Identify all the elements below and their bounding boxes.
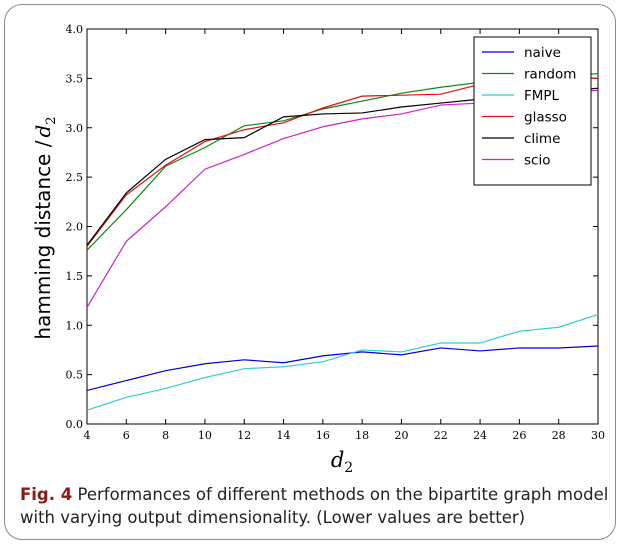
x-tick-label: 8 — [162, 429, 169, 442]
legend-entry-label: glasso — [524, 110, 567, 126]
y-tick-label: 4.0 — [66, 23, 84, 36]
x-tick-label: 26 — [512, 429, 526, 442]
legend-entry-label: random — [524, 67, 576, 83]
y-tick-label: 0.0 — [66, 418, 84, 431]
legend-entry-label: clime — [524, 131, 560, 147]
x-axis-label: d2 — [331, 448, 353, 476]
legend-box — [473, 36, 592, 186]
figure-caption: Fig. 4 Performances of different methods… — [20, 483, 610, 529]
y-tick-label: 2.0 — [66, 221, 84, 234]
line-chart: 4 6 8 10 12 14 16 18 20 22 24 26 28 30 0.0 0.5 1.0 1.5 2.0… — [31, 23, 606, 476]
x-tick-label: 16 — [316, 429, 330, 442]
x-tick-label: 6 — [123, 429, 130, 442]
legend-entry-label: naive — [524, 45, 561, 61]
x-tick-label: 24 — [473, 429, 487, 442]
series-line-fmpl — [86, 313, 599, 411]
x-tick-label: 20 — [394, 429, 408, 442]
legend: naive random FMPL glasso clime scio — [473, 36, 592, 186]
x-tick-label: 28 — [552, 429, 566, 442]
y-axis-label: hamming distance /d2 — [31, 116, 59, 339]
x-tick-label: 4 — [84, 429, 91, 442]
x-tick-label: 30 — [591, 429, 605, 442]
axis-ticks: 4 6 8 10 12 14 16 18 20 22 24 26 28 30 0.0 0.5 1.0 1.5 2.0… — [66, 23, 606, 442]
legend-entry-label: FMPL — [524, 88, 560, 104]
x-tick-label: 18 — [355, 429, 369, 442]
y-tick-label: 1.0 — [66, 319, 84, 332]
x-tick-label: 12 — [237, 429, 251, 442]
y-tick-label: 2.5 — [66, 171, 84, 184]
y-tick-label: 3.0 — [66, 122, 84, 135]
series-line-naive — [86, 345, 599, 392]
figure-label: Fig. 4 — [20, 485, 73, 504]
x-tick-label: 10 — [198, 429, 212, 442]
legend-entry-label: scio — [524, 153, 550, 169]
y-tick-label: 0.5 — [66, 369, 84, 382]
y-tick-label: 1.5 — [66, 270, 84, 283]
caption-text: Performances of different methods on the… — [20, 485, 609, 527]
y-tick-label: 3.5 — [66, 72, 84, 85]
x-tick-label: 14 — [277, 429, 291, 442]
x-tick-label: 22 — [434, 429, 448, 442]
